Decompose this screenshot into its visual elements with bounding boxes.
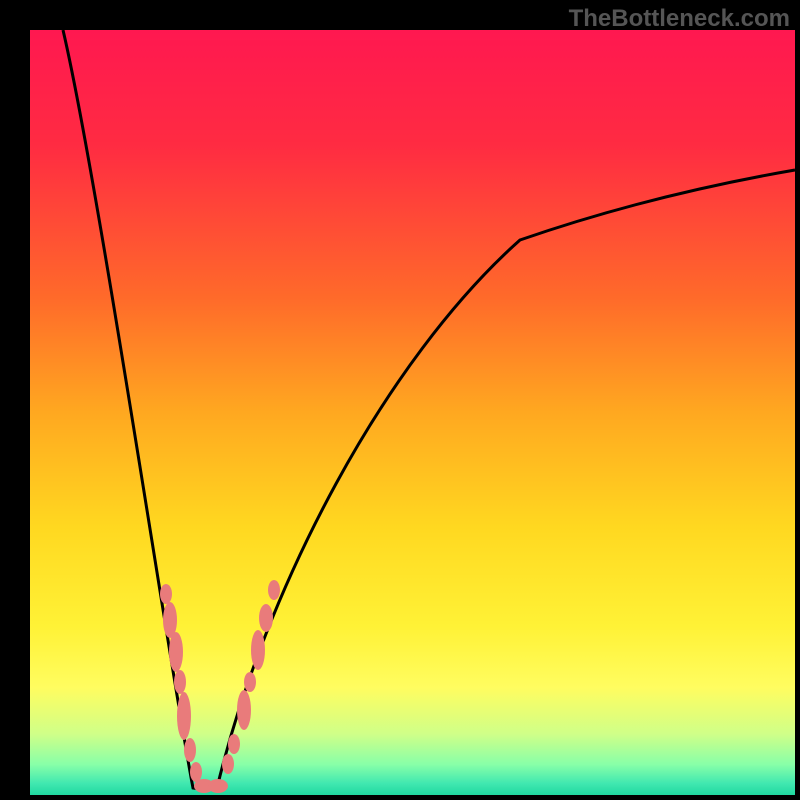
marker-point (222, 754, 234, 774)
marker-point (244, 672, 256, 692)
marker-point (174, 670, 186, 694)
marker-point (160, 584, 172, 604)
gradient-backdrop (30, 30, 795, 795)
marker-point (228, 734, 240, 754)
chart-frame: TheBottleneck.com (0, 0, 800, 800)
marker-point (184, 738, 196, 762)
marker-point (268, 580, 280, 600)
chart-svg (0, 0, 800, 800)
marker-point (251, 630, 265, 670)
marker-point (169, 632, 183, 672)
watermark-text: TheBottleneck.com (569, 5, 790, 33)
marker-point (259, 604, 273, 632)
marker-point (190, 762, 202, 782)
marker-point (237, 690, 251, 730)
marker-point (208, 779, 228, 793)
marker-point (177, 692, 191, 740)
